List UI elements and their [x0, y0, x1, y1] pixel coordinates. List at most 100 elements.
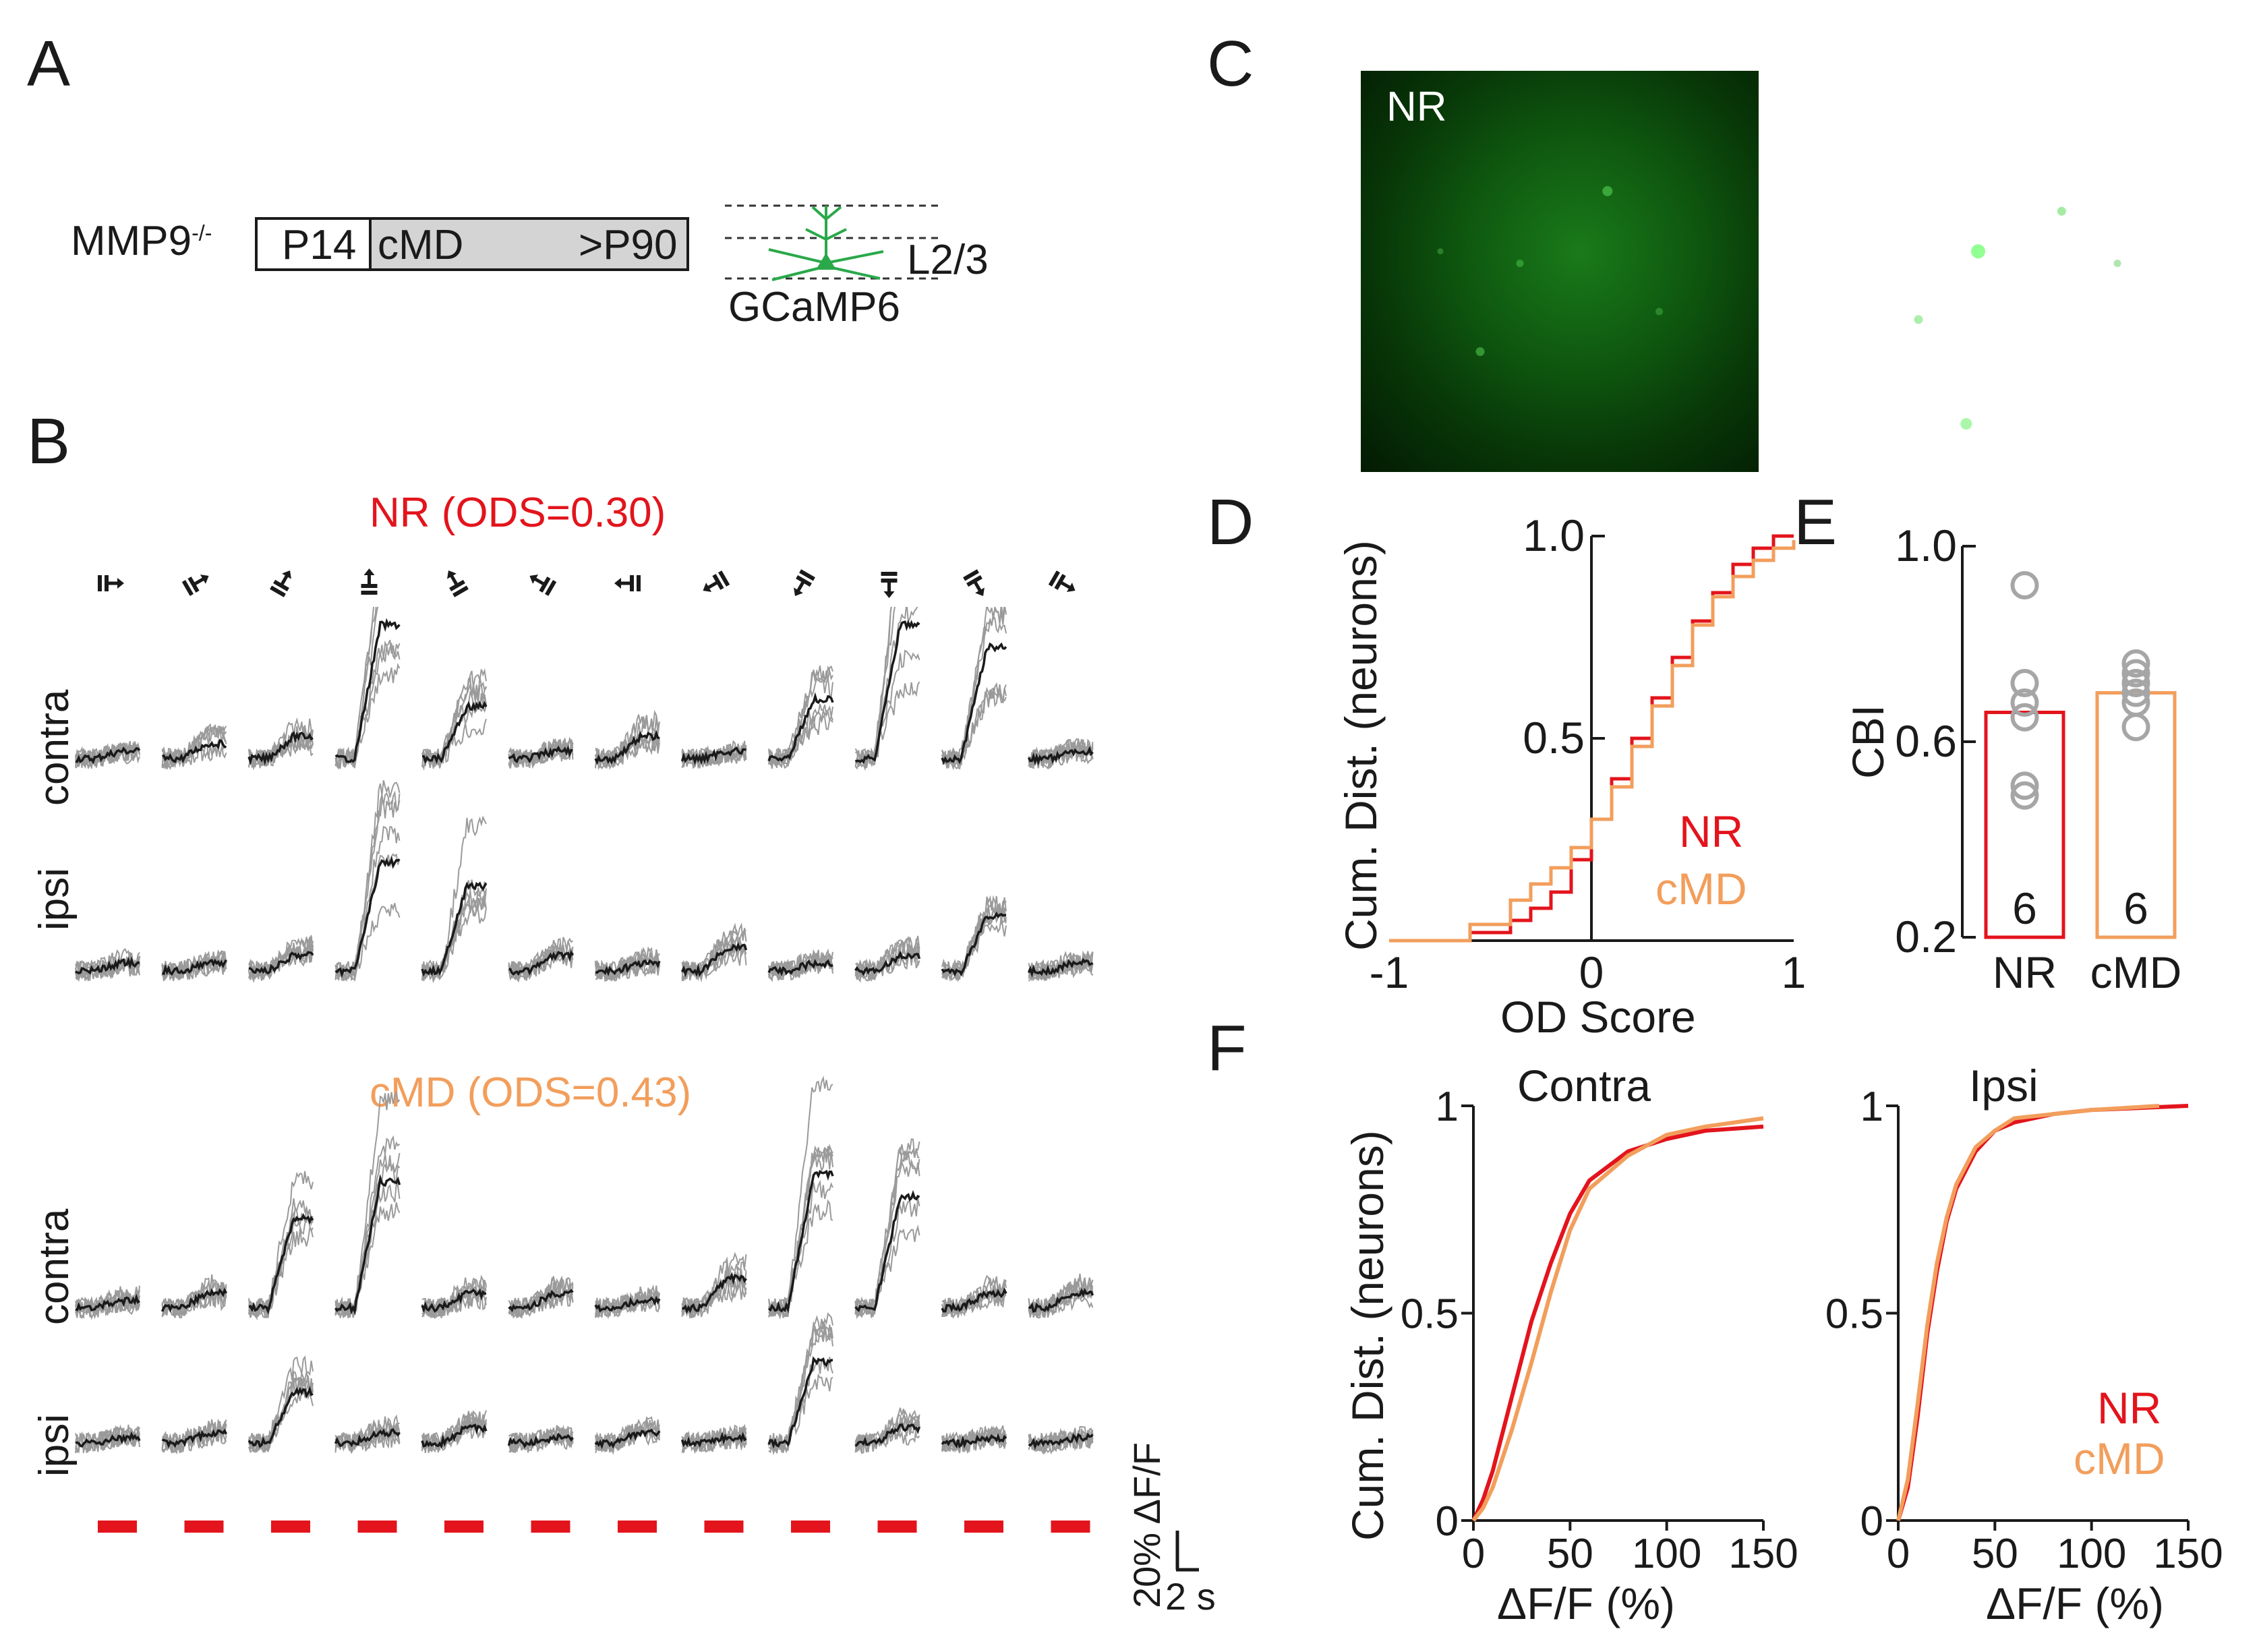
stimulus-bar-6	[618, 1521, 657, 1533]
chart-cbi: 0.2 0.6 1.0 6 NR 6 cMD	[1895, 521, 2181, 997]
point-NR-0	[2010, 571, 2039, 599]
point-NR-5	[2010, 781, 2039, 810]
y-tick-0: 0	[1860, 1498, 1883, 1545]
point-cMD-0	[2121, 649, 2150, 678]
stimulus-bar-4	[444, 1521, 483, 1533]
trace-cmd_contra-6	[594, 1284, 661, 1320]
trace-nr_contra-8	[767, 665, 834, 769]
point-NR-1	[2010, 669, 2039, 697]
micrograph-cmd-label: cMD	[1811, 84, 1898, 130]
panel-letter-c: C	[1207, 28, 1254, 100]
trace-nr_contra-5	[508, 736, 574, 769]
point-NR-3	[2010, 703, 2039, 732]
trace-nr_contra-4	[421, 668, 488, 771]
point-cMD-1	[2121, 659, 2150, 688]
trace-nr_contra-3	[334, 607, 401, 770]
chart-f-ipsi-title: Ipsi	[1969, 1061, 2038, 1111]
trace-cmd_ipsi-3	[334, 1414, 401, 1454]
y-tick-1: 1	[1860, 1084, 1883, 1130]
series-cMD	[1471, 1116, 1764, 1522]
panel-letter-b: B	[27, 405, 71, 477]
micrograph-cmd: cMD 50 μm	[1799, 71, 2197, 472]
point-NR-4	[2010, 771, 2039, 800]
trace-nr_ipsi-10	[941, 895, 1007, 982]
trace-cmd_ipsi-4	[421, 1410, 488, 1454]
n-label-cMD: 6	[2123, 883, 2148, 933]
stimulus-bar-1	[184, 1521, 224, 1533]
series-cMD	[1389, 540, 1796, 943]
x-tick-100: 100	[2057, 1531, 2126, 1577]
bar-NR	[1984, 711, 2065, 939]
stimulus-icon-210	[703, 570, 730, 592]
point-cMD-2	[2121, 669, 2150, 697]
trace-nr_contra-1	[161, 723, 227, 770]
neuron-schematic	[725, 204, 941, 281]
cmd-title: cMD (ODS=0.43)	[370, 1069, 692, 1116]
timeline-cmd-label: cMD	[378, 222, 464, 268]
indicator-label: GCaMP6	[728, 284, 900, 330]
calcium-traces	[75, 607, 1094, 1456]
layer-label: L2/3	[907, 237, 989, 283]
stimulus-bar-0	[98, 1521, 137, 1533]
x-tick--1: -1	[1370, 947, 1409, 997]
chart-f-ylabel: Cum. Dist. (neurons)	[1343, 1130, 1392, 1541]
scale-y-label: 20% ΔF/F	[1125, 1442, 1168, 1608]
trace-cmd_contra-2	[248, 1171, 314, 1321]
trace-cmd_contra-0	[75, 1285, 140, 1320]
trace-nr_contra-0	[75, 740, 141, 769]
chart-ipsi-cdf: 0 0.5 1 0 50 100 150	[1825, 1084, 2223, 1577]
trace-nr_ipsi-2	[248, 935, 314, 983]
timeline-end-label: >P90	[579, 222, 678, 268]
trace-cmd_ipsi-0	[75, 1424, 141, 1454]
y-tick-1: 1	[1436, 1084, 1459, 1130]
trace-cmd_contra-4	[421, 1274, 487, 1320]
panel-letter-a: A	[27, 28, 71, 100]
n-label-NR: 6	[2012, 883, 2037, 933]
trace-cmd_contra-5	[508, 1275, 574, 1319]
x-tick-150: 150	[2153, 1531, 2223, 1577]
stimulus-bar-8	[791, 1521, 830, 1533]
trace-cmd_ipsi-8	[767, 1312, 833, 1456]
trace-nr_contra-9	[854, 607, 920, 771]
stimulus-bar-3	[357, 1521, 397, 1533]
stimulus-bar-9	[877, 1521, 917, 1533]
chart-d-legend-nr: NR	[1679, 806, 1744, 856]
stimulus-icon-330	[1048, 570, 1076, 592]
stimulus-icon-180	[614, 575, 641, 591]
trace-cmd_ipsi-6	[594, 1416, 661, 1455]
y-tick-0.5: 0.5	[1401, 1291, 1459, 1338]
stimulus-bar-5	[531, 1521, 570, 1533]
stimulus-icon-240	[794, 569, 815, 597]
trace-nr_ipsi-3	[334, 780, 401, 982]
trace-nr_ipsi-9	[854, 935, 921, 983]
stimulus-bar-11	[1051, 1521, 1090, 1533]
trace-nr_ipsi-5	[508, 937, 574, 982]
x-tick-0: 0	[1579, 947, 1604, 997]
trace-cmd_ipsi-5	[507, 1425, 574, 1453]
stimulus-icon-270	[881, 572, 898, 598]
genotype-label: MMP9-/-	[71, 217, 212, 265]
point-cMD-3	[2121, 678, 2150, 707]
chart-d-ylabel: Cum. Dist. (neurons)	[1336, 540, 1386, 951]
panel-letter-d: D	[1207, 486, 1254, 558]
trace-cmd_contra-10	[941, 1274, 1007, 1320]
chart-f-ipsi-xlabel: ΔF/F (%)	[1986, 1579, 2165, 1628]
trace-nr_ipsi-1	[161, 949, 228, 982]
trace-scale-bar	[1175, 1531, 1199, 1572]
timeline-box-cmd	[369, 217, 689, 271]
chart-contra-cdf: 0 0.5 1 0 50 100 150	[1401, 1084, 1798, 1577]
chart-e-ylabel: CBI	[1843, 704, 1893, 779]
point-NR-2	[2010, 688, 2039, 717]
x-tick-100: 100	[1632, 1531, 1701, 1577]
x-tick-50: 50	[1972, 1531, 2018, 1577]
trace-cmd_contra-7	[681, 1251, 747, 1319]
micrograph-nr-label: NR	[1386, 84, 1447, 130]
trace-cmd_contra-3	[334, 1090, 401, 1319]
y-tick-1.0: 1.0	[1523, 510, 1585, 560]
chart-od-score: -1 0 1 0.5 1.0	[1370, 510, 1807, 997]
panel-letter-e: E	[1794, 486, 1838, 558]
micrograph-scale-label: 50 μm	[2059, 419, 2165, 461]
micrograph-scale-bar	[2045, 411, 2099, 415]
series-cMD	[1896, 1104, 2160, 1521]
chart-d-legend-cmd: cMD	[1655, 864, 1747, 914]
